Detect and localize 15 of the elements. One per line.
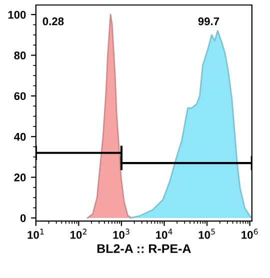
x-axis-title: BL2-A :: R-PE-A (97, 244, 191, 253)
y-tick-label: 80 (14, 52, 26, 60)
y-tick-label: 40 (14, 132, 26, 141)
annotation: 99.7 (198, 17, 220, 26)
y-tick-label: 60 (14, 92, 26, 100)
x-tick-label: 10$^{3}$ (113, 228, 130, 239)
x-tick-label: 10$^{6}$ (242, 228, 258, 239)
x-tick-label: 10$^{1}$ (28, 228, 44, 239)
x-tick-label: 10$^{4}$ (156, 228, 172, 239)
x-tick-label: 10$^{2}$ (70, 228, 86, 239)
y-tick-label: 0 (20, 214, 26, 222)
y-tick-label: 20 (14, 174, 26, 182)
y-tick-label: 100 (8, 10, 26, 19)
x-tick-label: 10$^{5}$ (198, 228, 215, 239)
annotation: 0.28 (42, 17, 64, 26)
